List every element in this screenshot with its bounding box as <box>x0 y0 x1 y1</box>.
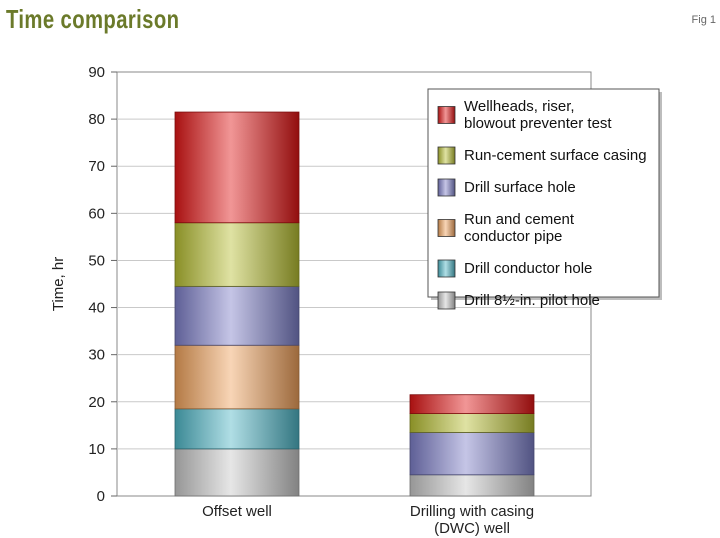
y-tick-label: 10 <box>88 441 105 458</box>
y-tick-label: 20 <box>88 394 105 411</box>
legend-swatch <box>437 259 456 278</box>
legend-swatch <box>437 219 456 237</box>
bar-segment <box>409 474 535 497</box>
y-tick-label: 70 <box>88 158 105 175</box>
chart-title: Time comparison <box>6 4 180 34</box>
y-axis-label: Time, hr <box>50 257 67 311</box>
legend-label: Run-cement surface casing <box>464 147 647 164</box>
y-tick-label: 80 <box>88 111 105 128</box>
y-tick-label: 40 <box>88 300 105 317</box>
bar-segment <box>174 448 300 497</box>
x-tick-label: Drilling with casing (DWC) well <box>410 503 534 537</box>
bar-segment <box>174 111 300 224</box>
bar-segment <box>174 408 300 450</box>
y-tick-label: 0 <box>97 488 105 505</box>
y-tick-label: 90 <box>88 64 105 81</box>
legend-swatch <box>437 106 456 124</box>
legend-label: Run and cement conductor pipe <box>464 211 575 245</box>
y-tick-label: 50 <box>88 252 105 269</box>
bar-segment <box>409 394 535 414</box>
bar-segment <box>409 431 535 476</box>
legend-swatch <box>437 291 456 310</box>
bar-segment <box>174 344 300 410</box>
figure-label: Fig 1 <box>691 14 716 26</box>
bar-segment <box>174 222 300 287</box>
legend-label: Drill conductor hole <box>464 260 592 277</box>
legend: Wellheads, riser, blowout preventer test R… <box>427 88 662 310</box>
y-axis: 0 10 20 30 40 50 60 70 80 90 <box>88 64 117 505</box>
x-axis: Offset well Drilling with casing (DWC) wel… <box>202 503 534 537</box>
x-tick-label: Offset well <box>202 503 272 520</box>
legend-box <box>427 88 660 298</box>
legend-swatch <box>437 178 456 197</box>
bars <box>174 111 535 497</box>
legend-label: Drill surface hole <box>464 179 576 196</box>
legend-label: Wellheads, riser, blowout preventer test <box>464 98 612 132</box>
legend-label: Drill 8½-in. pilot hole <box>464 292 600 309</box>
legend-swatch <box>437 146 456 165</box>
y-tick-label: 30 <box>88 347 105 364</box>
bar-segment <box>174 285 300 346</box>
y-tick-label: 60 <box>88 205 105 222</box>
bar-segment <box>409 413 535 433</box>
